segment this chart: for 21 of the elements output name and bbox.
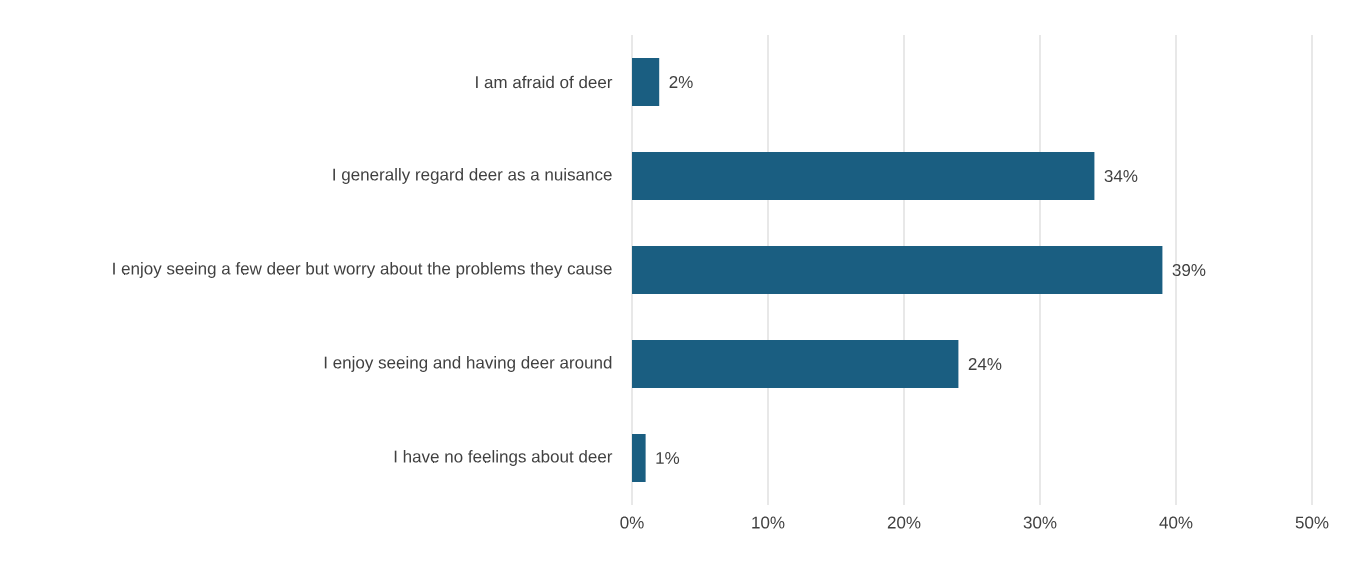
data-label: 24% (968, 358, 1002, 370)
x-tick-label: 30% (1023, 516, 1057, 529)
data-label: 2% (669, 76, 693, 88)
y-tick-label: I enjoy seeing a few deer but worry about the problems they cause (113, 262, 612, 278)
y-tick-label: I generally regard deer as a nuisance (333, 168, 612, 184)
data-label: 34% (1104, 169, 1138, 183)
x-tick-label: 0% (620, 516, 644, 529)
y-tick-label: I am afraid of deer (476, 75, 613, 89)
bar (632, 433, 646, 482)
bar (632, 58, 660, 106)
bar (632, 339, 959, 388)
x-tick-label: 40% (1159, 516, 1193, 529)
x-tick-label: 50% (1295, 516, 1329, 529)
bar (632, 151, 1095, 200)
bar (632, 245, 1163, 294)
data-label: 1% (656, 452, 680, 464)
y-tick-label: I enjoy seeing and having deer around (324, 356, 612, 372)
data-label: 39% (1172, 263, 1206, 277)
x-tick-label: 10% (752, 516, 785, 529)
x-tick-label: 20% (887, 516, 921, 529)
y-tick-label: I have no feelings about deer (394, 450, 613, 466)
